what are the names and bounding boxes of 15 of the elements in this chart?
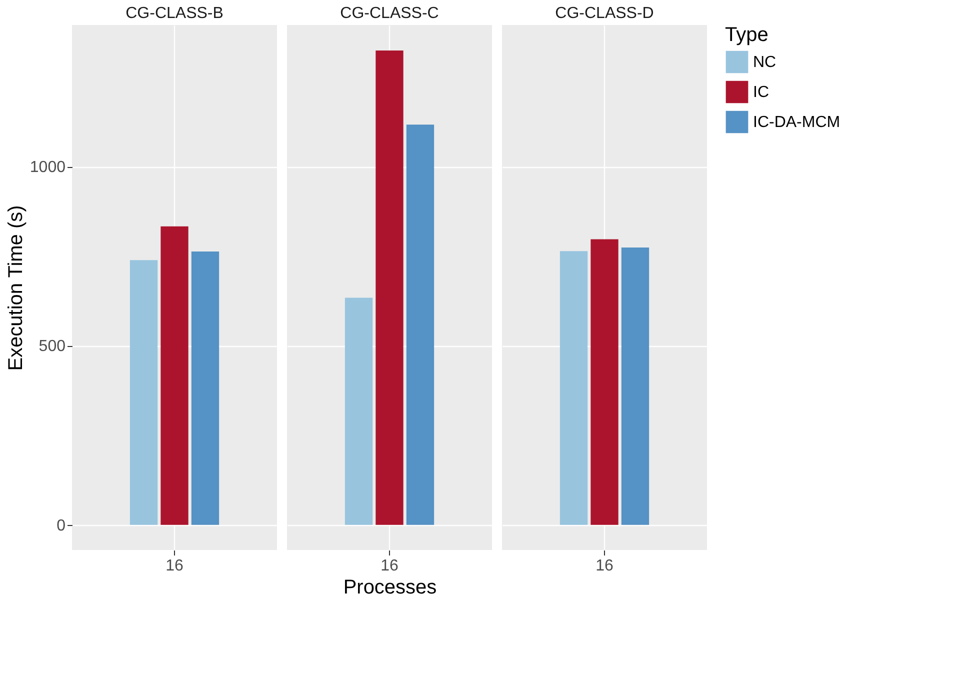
- chart-title: CG-CLASS-C: [340, 5, 439, 22]
- chart-title: CG-CLASS-D: [555, 5, 654, 22]
- legend-label: NC: [753, 54, 776, 71]
- legend-title: Type: [725, 24, 768, 46]
- y-tick-label: 0: [56, 517, 66, 534]
- chart-title: CG-CLASS-B: [126, 5, 224, 22]
- x-tick-label: 16: [596, 558, 614, 574]
- legend-label: IC-DA-MCM: [753, 114, 840, 131]
- x-tick-label: 16: [166, 558, 184, 574]
- y-tick-label: 500: [38, 338, 66, 356]
- x-tick-label: 16: [380, 558, 398, 574]
- y-axis-title: Execution Time (s): [4, 205, 27, 371]
- x-axis-title: Processes: [343, 576, 437, 598]
- legend-label: IC: [753, 84, 769, 101]
- y-tick-label: 1000: [30, 159, 66, 176]
